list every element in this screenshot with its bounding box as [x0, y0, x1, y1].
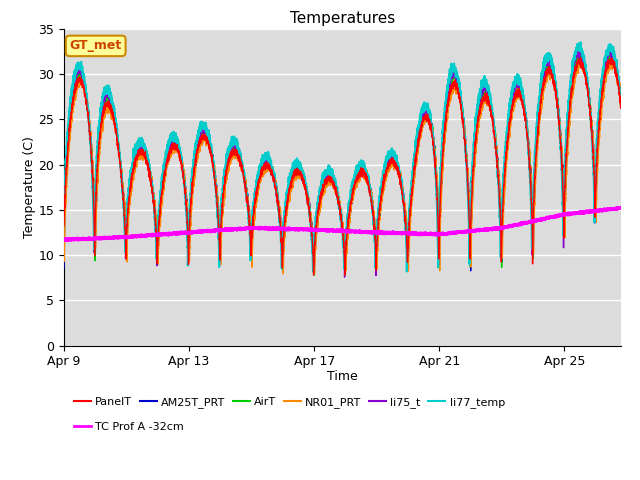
X-axis label: Time: Time — [327, 370, 358, 383]
Text: GT_met: GT_met — [70, 39, 122, 52]
Title: Temperatures: Temperatures — [290, 11, 395, 26]
Y-axis label: Temperature (C): Temperature (C) — [22, 136, 36, 238]
Legend: TC Prof A -32cm: TC Prof A -32cm — [70, 418, 188, 437]
